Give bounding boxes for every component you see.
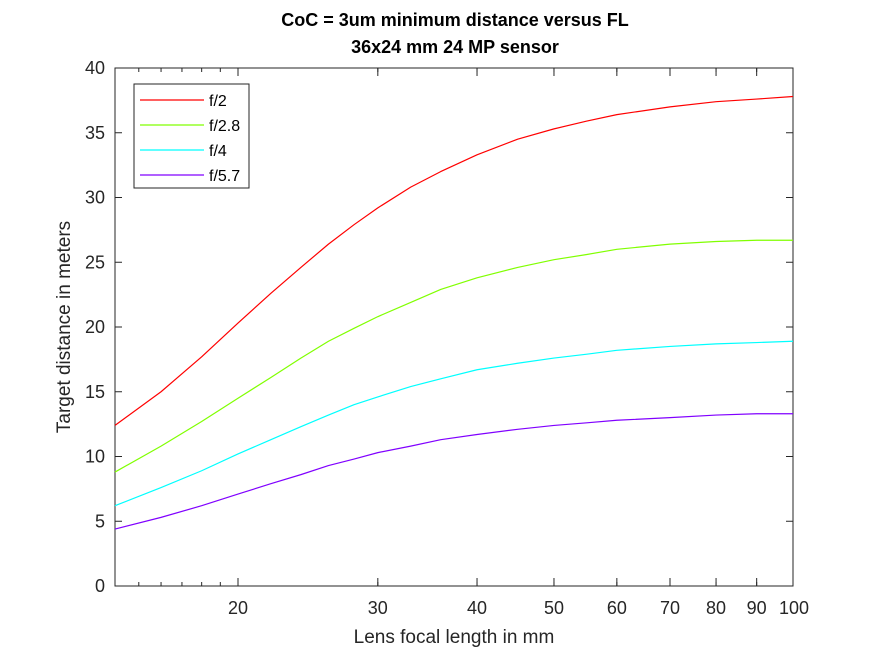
x-tick-label: 70 bbox=[660, 598, 680, 618]
y-tick-label: 15 bbox=[85, 382, 105, 402]
x-tick-label: 60 bbox=[607, 598, 627, 618]
x-axis-label: Lens focal length in mm bbox=[354, 627, 555, 648]
x-tick-label: 90 bbox=[747, 598, 767, 618]
y-tick-label: 35 bbox=[85, 123, 105, 143]
x-tick-label: 30 bbox=[368, 598, 388, 618]
series-line-f-5-7 bbox=[114, 413, 793, 530]
series-line-f-4 bbox=[114, 340, 794, 507]
series-line-f-2 bbox=[114, 95, 794, 426]
x-tick-label: 20 bbox=[228, 598, 248, 618]
chart-title-line-2: 36x24 mm 24 MP sensor bbox=[351, 37, 559, 57]
y-tick-label: 20 bbox=[85, 317, 105, 337]
legend: f/2 f/2.8 f/4 f/5.7 bbox=[133, 83, 250, 189]
legend-label: f/5.7 bbox=[209, 168, 240, 185]
legend-box bbox=[133, 83, 250, 189]
x-tick-label: 50 bbox=[544, 598, 564, 618]
series-line-f-2-8 bbox=[114, 239, 793, 473]
axis-ticks: 0 5 10 15 20 25 30 35 40 20 30 40 50 60 70 80 90 100 bbox=[85, 58, 809, 618]
legend-label: f/2 bbox=[209, 93, 227, 110]
y-tick-label: 30 bbox=[85, 188, 105, 208]
y-tick-label: 40 bbox=[85, 58, 105, 78]
legend-label: f/4 bbox=[209, 143, 227, 160]
chart-title-line-1: CoC = 3um minimum distance versus FL bbox=[281, 10, 629, 30]
series-lines bbox=[114, 95, 794, 530]
y-tick-label: 0 bbox=[95, 576, 105, 596]
x-tick-label: 80 bbox=[706, 598, 726, 618]
y-axis-label: Target distance in meters bbox=[54, 221, 75, 433]
y-tick-label: 25 bbox=[85, 252, 105, 272]
x-tick-label: 100 bbox=[779, 598, 809, 618]
y-tick-label: 5 bbox=[95, 511, 105, 531]
legend-label: f/2.8 bbox=[209, 118, 240, 135]
y-tick-label: 10 bbox=[85, 447, 105, 467]
x-tick-label: 40 bbox=[467, 598, 487, 618]
